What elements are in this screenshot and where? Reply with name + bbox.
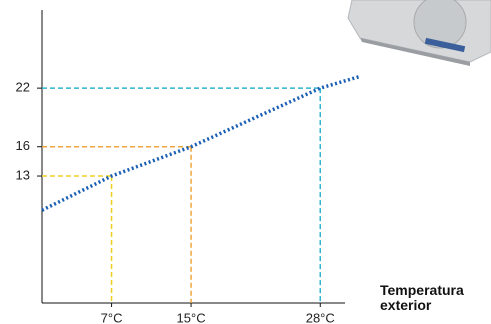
x-axis-label: Temperatura exterior bbox=[380, 282, 464, 313]
data-line bbox=[41, 74, 361, 212]
y-tick-label: 22 bbox=[16, 80, 30, 95]
heat-pump-image bbox=[347, 0, 491, 66]
y-tick-label: 16 bbox=[16, 138, 30, 153]
x-tick-label: 7°C bbox=[101, 310, 123, 324]
y-tick-label: 13 bbox=[16, 167, 30, 182]
x-tick-label: 28°C bbox=[306, 310, 335, 324]
x-tick-label: 15°C bbox=[177, 310, 206, 324]
